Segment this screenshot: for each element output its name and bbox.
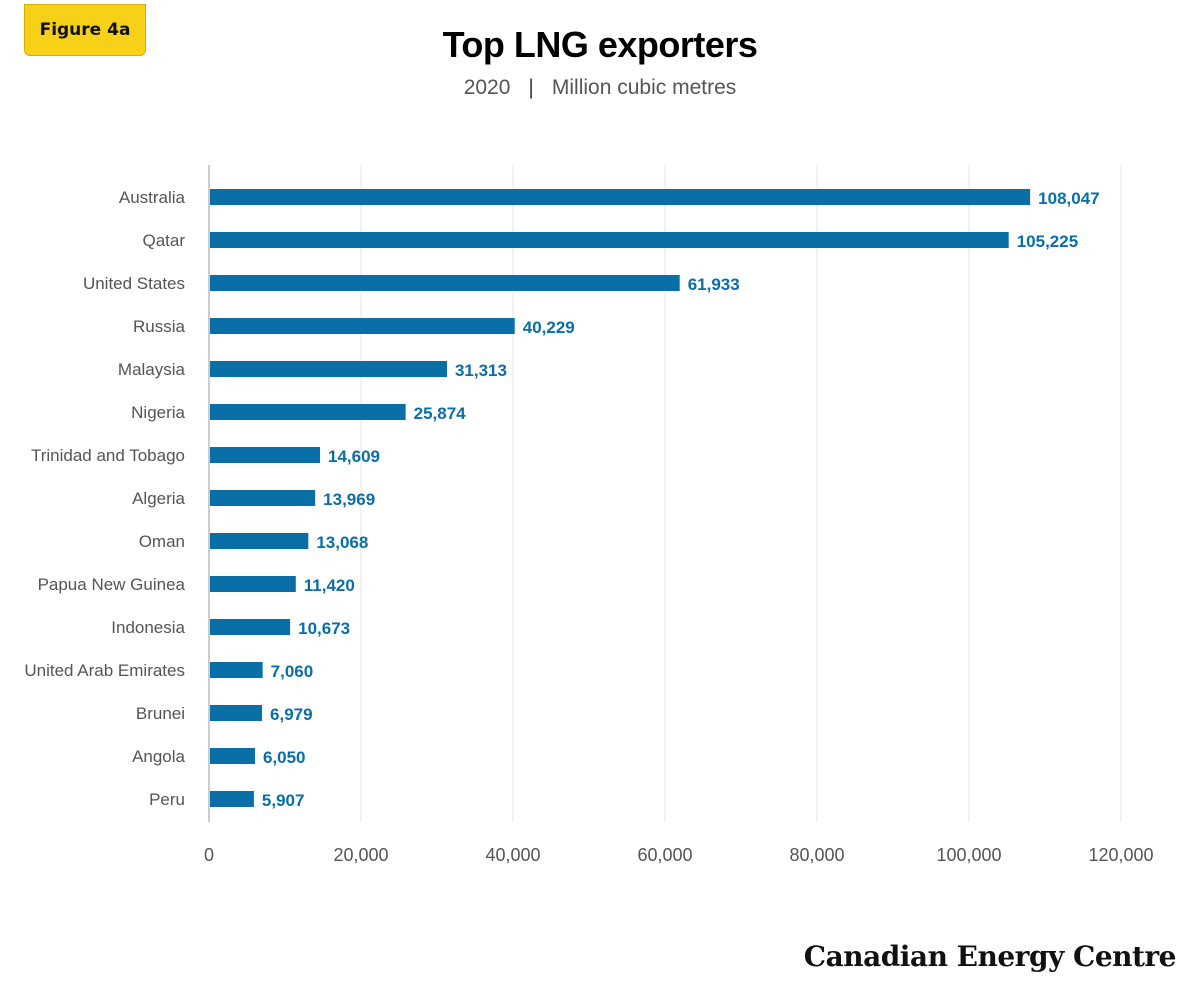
subtitle-unit: Million cubic metres	[551, 76, 737, 99]
bar	[210, 576, 296, 592]
brand-logo-text: Canadian Energy Centre	[803, 940, 1177, 973]
x-tick-label: 40,000	[485, 845, 540, 865]
category-label: Algeria	[132, 489, 185, 508]
bar	[210, 189, 1031, 205]
bar	[210, 619, 291, 635]
bar	[210, 748, 255, 764]
bar	[210, 533, 309, 549]
chart-title: Top LNG exporters	[442, 24, 758, 65]
data-label: 108,047	[1038, 189, 1099, 208]
x-tick-label: 80,000	[789, 845, 844, 865]
x-tick-label: 100,000	[936, 845, 1001, 865]
x-tick-label: 60,000	[637, 845, 692, 865]
bar	[210, 404, 406, 420]
data-label: 40,229	[523, 318, 575, 337]
category-label: Trinidad and Tobago	[31, 446, 185, 465]
bar	[210, 490, 316, 506]
category-label: Qatar	[142, 231, 185, 250]
category-label: Nigeria	[131, 403, 185, 422]
data-label: 5,907	[262, 791, 305, 810]
chart-subtitle: 2020 | Million cubic metres	[0, 76, 1200, 100]
figure-badge: Figure 4a	[24, 4, 146, 56]
x-tick-label: 0	[204, 845, 214, 865]
category-label: Peru	[149, 790, 185, 809]
category-label: Oman	[139, 532, 185, 551]
bar	[210, 447, 321, 463]
x-tick-label: 120,000	[1088, 845, 1153, 865]
category-label: Brunei	[136, 704, 185, 723]
data-label: 25,874	[414, 404, 467, 423]
bar	[210, 791, 254, 807]
x-tick-label: 20,000	[333, 845, 388, 865]
category-label: Papua New Guinea	[38, 575, 186, 594]
bar	[210, 232, 1009, 248]
category-label: Indonesia	[111, 618, 185, 637]
bar	[210, 662, 263, 678]
data-label: 14,609	[328, 447, 380, 466]
data-label: 7,060	[271, 662, 314, 681]
bar	[210, 705, 263, 721]
data-label: 13,068	[316, 533, 368, 552]
data-label: 105,225	[1017, 232, 1078, 251]
category-label: United States	[83, 274, 185, 293]
category-label: Angola	[132, 747, 185, 766]
data-label: 61,933	[688, 275, 740, 294]
data-label: 31,313	[455, 361, 507, 380]
category-label: United Arab Emirates	[24, 661, 185, 680]
data-label: 10,673	[298, 619, 350, 638]
data-label: 6,050	[263, 748, 306, 767]
category-label: Australia	[119, 188, 186, 207]
subtitle-year: 2020	[463, 76, 511, 99]
bar	[210, 275, 680, 291]
data-label: 11,420	[304, 576, 355, 595]
subtitle-separator: |	[528, 76, 534, 99]
bar	[210, 361, 447, 377]
category-label: Russia	[133, 317, 186, 336]
category-label: Malaysia	[118, 360, 186, 379]
data-label: 13,969	[323, 490, 375, 509]
bar	[210, 318, 515, 334]
data-label: 6,979	[270, 705, 313, 724]
